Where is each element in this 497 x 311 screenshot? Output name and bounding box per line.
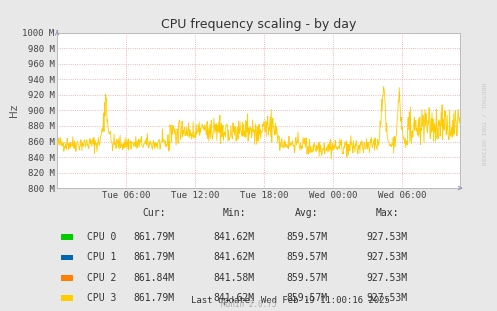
Text: 861.79M: 861.79M xyxy=(133,253,174,262)
Text: 841.62M: 841.62M xyxy=(214,232,255,242)
Text: 859.57M: 859.57M xyxy=(286,232,328,242)
Text: 927.53M: 927.53M xyxy=(367,232,408,242)
Text: Avg:: Avg: xyxy=(295,208,319,218)
Text: 861.84M: 861.84M xyxy=(133,273,174,283)
Text: 859.57M: 859.57M xyxy=(286,293,328,303)
Title: CPU frequency scaling - by day: CPU frequency scaling - by day xyxy=(161,18,356,31)
Text: Cur:: Cur: xyxy=(142,208,166,218)
Text: CPU 3: CPU 3 xyxy=(87,293,117,303)
Bar xyxy=(61,275,74,281)
Text: 841.58M: 841.58M xyxy=(214,273,255,283)
Text: Last update: Wed Feb 19 11:00:16 2025: Last update: Wed Feb 19 11:00:16 2025 xyxy=(191,296,390,305)
Text: 927.53M: 927.53M xyxy=(367,293,408,303)
Text: RRDTOOL / TOBI OETIKER: RRDTOOL / TOBI OETIKER xyxy=(481,83,486,166)
Text: 841.62M: 841.62M xyxy=(214,253,255,262)
Text: 927.53M: 927.53M xyxy=(367,273,408,283)
Bar xyxy=(61,234,74,240)
Bar xyxy=(61,295,74,301)
Text: CPU 2: CPU 2 xyxy=(87,273,117,283)
Text: CPU 0: CPU 0 xyxy=(87,232,117,242)
Text: Min:: Min: xyxy=(223,208,246,218)
Text: 859.57M: 859.57M xyxy=(286,253,328,262)
Text: 861.79M: 861.79M xyxy=(133,293,174,303)
Text: 859.57M: 859.57M xyxy=(286,273,328,283)
Bar xyxy=(61,254,74,260)
Y-axis label: Hz: Hz xyxy=(9,104,19,117)
Text: 861.79M: 861.79M xyxy=(133,232,174,242)
Text: 841.62M: 841.62M xyxy=(214,293,255,303)
Text: Max:: Max: xyxy=(376,208,399,218)
Text: Munin 2.0.75: Munin 2.0.75 xyxy=(221,300,276,309)
Text: CPU 1: CPU 1 xyxy=(87,253,117,262)
Text: 927.53M: 927.53M xyxy=(367,253,408,262)
